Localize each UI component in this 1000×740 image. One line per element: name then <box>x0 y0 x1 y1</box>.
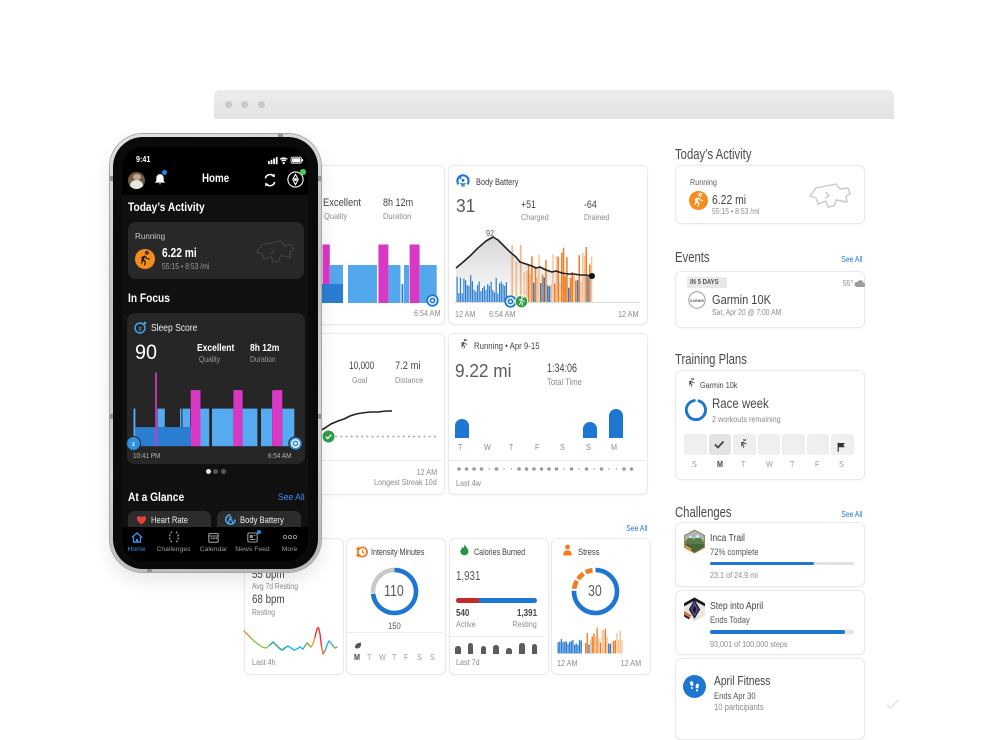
svg-text:z: z <box>132 442 135 448</box>
svg-text:GARMIN: GARMIN <box>690 299 705 303</box>
svg-text:z: z <box>138 325 142 332</box>
